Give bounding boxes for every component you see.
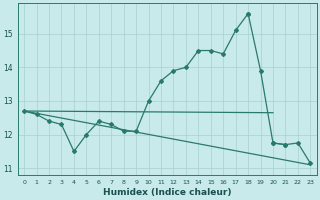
X-axis label: Humidex (Indice chaleur): Humidex (Indice chaleur) xyxy=(103,188,231,197)
